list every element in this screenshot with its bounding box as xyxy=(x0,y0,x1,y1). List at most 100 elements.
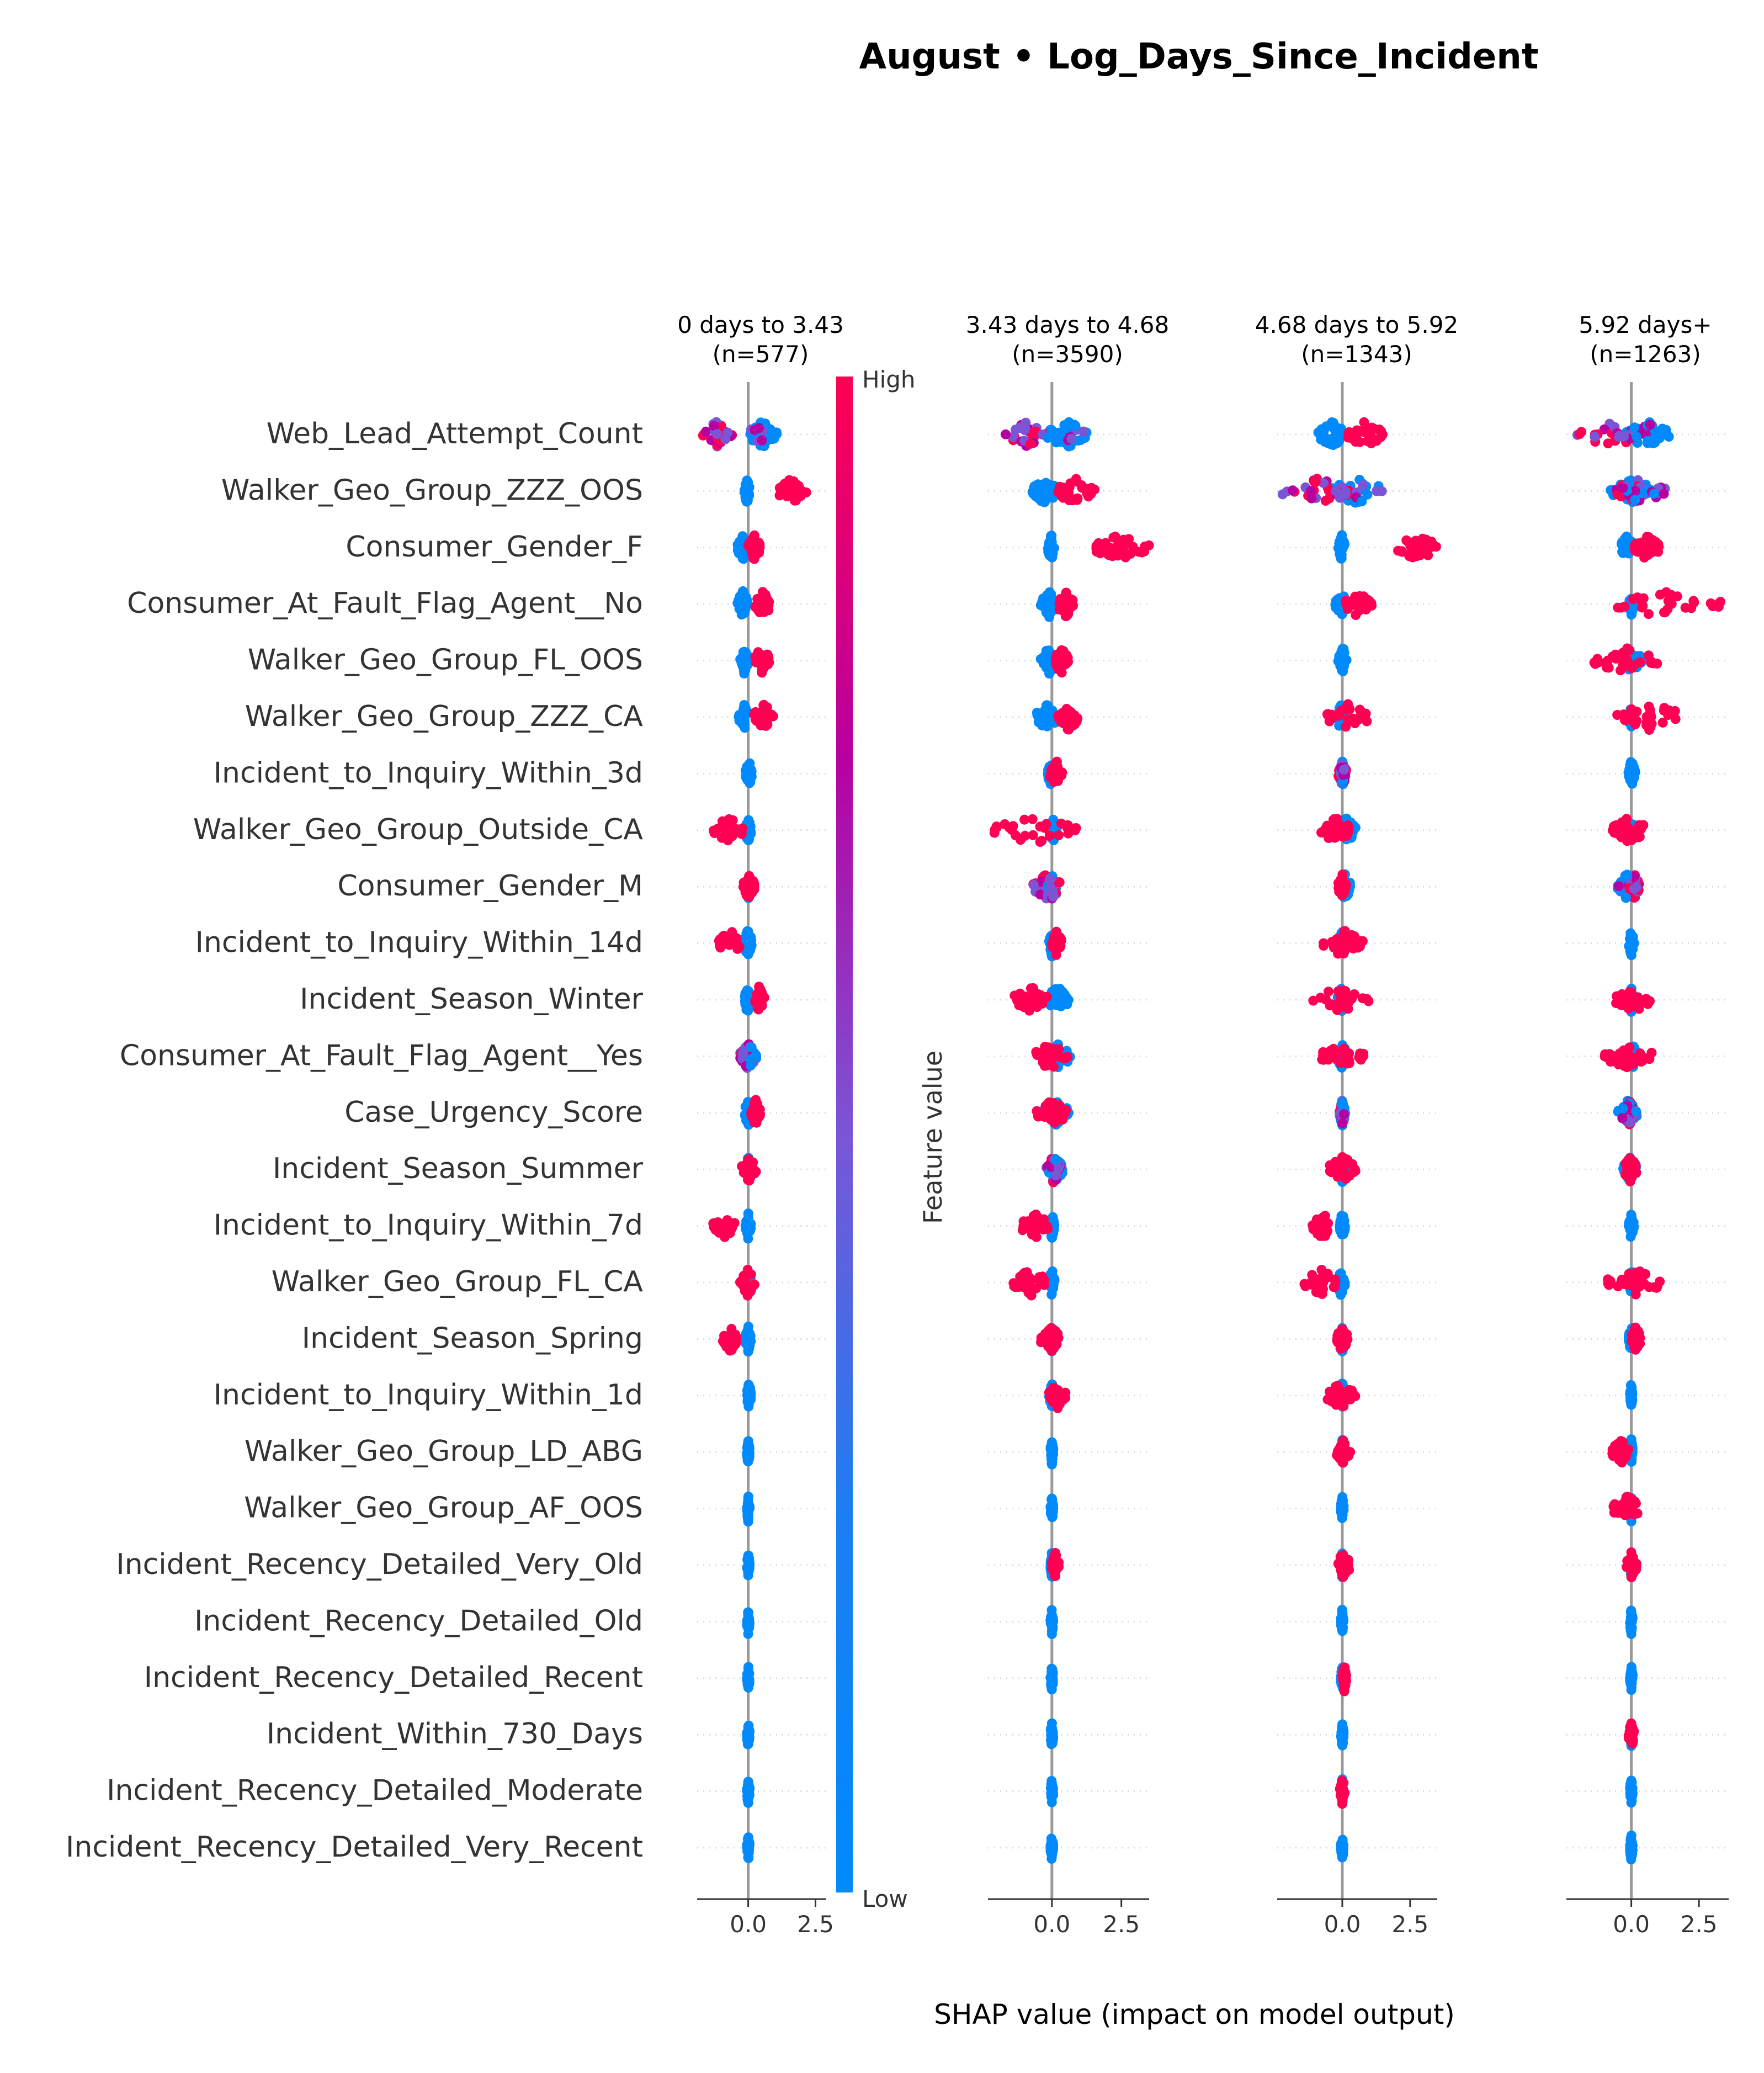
shap-point xyxy=(1062,491,1072,501)
shap-point xyxy=(1041,607,1051,618)
shap-point xyxy=(1046,1507,1057,1518)
feature-label: Incident_Recency_Detailed_Old xyxy=(194,1604,643,1637)
shap-point xyxy=(712,429,722,439)
shap-point xyxy=(1336,1843,1347,1854)
shap-point xyxy=(1620,535,1631,545)
shap-point xyxy=(1336,1002,1346,1012)
shap-point xyxy=(1277,489,1288,500)
shap-point xyxy=(1648,658,1659,669)
row-dots xyxy=(1333,1548,1354,1582)
shap-point xyxy=(718,816,727,826)
row-dots xyxy=(714,926,757,959)
shap-point xyxy=(741,890,752,901)
shap-point xyxy=(737,1048,748,1059)
shap-point xyxy=(726,832,736,842)
feature-label: Walker_Geo_Group_Outside_CA xyxy=(193,813,644,846)
row-dots xyxy=(1031,1039,1075,1073)
shap-point xyxy=(784,475,794,485)
shap-point xyxy=(1335,1551,1346,1562)
shap-point xyxy=(1050,1154,1061,1165)
shap-point xyxy=(1325,1165,1336,1175)
panel-1: 0 days to 3.43(n=577)0.0 2.5 xyxy=(677,311,844,1938)
shap-point xyxy=(1663,596,1673,606)
row-dots xyxy=(1032,1097,1074,1130)
shap-point xyxy=(774,490,785,501)
shap-point xyxy=(1411,551,1422,561)
shap-point xyxy=(1062,423,1072,433)
shap-point xyxy=(1037,836,1047,846)
x-tick-label: 2.5 xyxy=(1391,1911,1428,1938)
shap-point xyxy=(1603,438,1613,449)
shap-point xyxy=(1330,1157,1341,1167)
row-dots xyxy=(737,1153,761,1186)
shap-point xyxy=(750,425,760,435)
shap-point xyxy=(743,1440,753,1450)
shap-point xyxy=(1042,721,1053,731)
shap-point xyxy=(1340,486,1351,497)
shap-point xyxy=(1340,1449,1351,1460)
shap-point xyxy=(1046,1339,1056,1349)
feature-label: Incident_Within_730_Days xyxy=(267,1717,643,1751)
panel-count: (n=1263) xyxy=(1590,341,1701,368)
shap-point xyxy=(796,486,807,496)
shap-point xyxy=(758,661,769,671)
shap-point xyxy=(1593,657,1604,667)
shap-point xyxy=(1035,821,1045,832)
shap-point xyxy=(1338,1043,1349,1054)
shap-point xyxy=(768,711,778,722)
row-dots xyxy=(1045,1775,1059,1807)
shap-point xyxy=(734,711,745,721)
shap-point xyxy=(1320,496,1331,506)
shap-point xyxy=(1049,1062,1059,1072)
shap-point xyxy=(743,1784,753,1794)
row-dots xyxy=(1333,869,1356,902)
row-dots xyxy=(1336,1492,1349,1523)
row-dots xyxy=(1318,926,1368,959)
shap-point xyxy=(1659,489,1669,499)
shap-point xyxy=(1113,540,1123,550)
feature-label: Walker_Geo_Group_AF_OOS xyxy=(244,1492,643,1525)
shap-point xyxy=(744,1331,755,1342)
feature-label: Incident_to_Inquiry_Within_1d xyxy=(214,1379,643,1412)
shap-point xyxy=(743,1846,753,1856)
x-tick-label: 0.0 xyxy=(1324,1911,1361,1938)
shap-point xyxy=(1070,421,1081,431)
shap-point xyxy=(1048,886,1058,896)
shap-point xyxy=(1662,604,1673,614)
shap-point xyxy=(1004,823,1014,833)
shap-point xyxy=(1338,666,1348,676)
shap-point xyxy=(1330,438,1341,449)
shap-point xyxy=(1046,1626,1057,1636)
shap-point xyxy=(743,1836,753,1847)
shap-point xyxy=(719,938,730,948)
row-dots xyxy=(735,1265,759,1301)
row-dots xyxy=(1613,587,1725,620)
shap-point xyxy=(709,828,720,838)
row-dots xyxy=(1027,474,1100,507)
shap-point xyxy=(1340,926,1350,936)
row-dots xyxy=(1308,1211,1350,1241)
feature-label: Walker_Geo_Group_FL_CA xyxy=(272,1265,644,1298)
row-dots xyxy=(1333,756,1351,789)
shap-point xyxy=(1308,995,1319,1006)
shap-point xyxy=(1338,1676,1349,1687)
shap-point xyxy=(1322,1269,1333,1279)
shap-point xyxy=(1319,941,1329,951)
shap-point xyxy=(1083,484,1093,494)
shap-point xyxy=(734,595,743,606)
shap-point xyxy=(762,649,773,660)
row-dots xyxy=(732,530,765,564)
shap-point xyxy=(737,608,748,619)
row-dots xyxy=(1045,1833,1059,1864)
feature-label: Walker_Geo_Group_LD_ABG xyxy=(245,1435,643,1468)
shap-point xyxy=(1362,716,1372,727)
shap-point xyxy=(1618,660,1628,670)
feature-label: Consumer_Gender_M xyxy=(337,870,643,903)
shap-point xyxy=(1310,477,1321,487)
row-dots xyxy=(1308,984,1374,1016)
feature-label: Consumer_Gender_F xyxy=(346,531,643,564)
row-dots xyxy=(1325,1152,1361,1187)
shap-point xyxy=(743,1550,753,1561)
shap-point xyxy=(756,717,766,728)
